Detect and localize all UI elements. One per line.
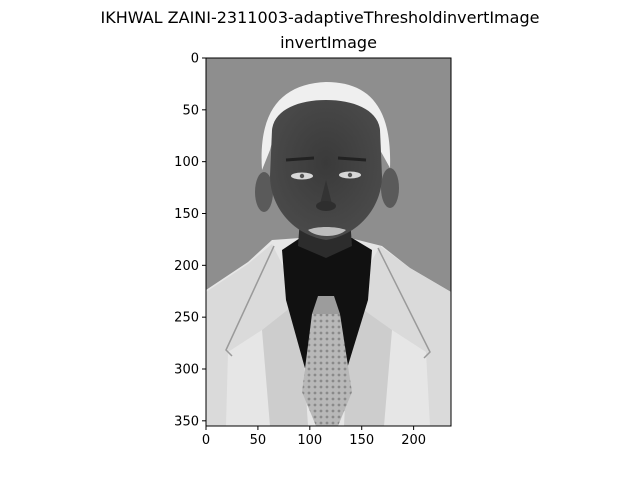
ear-right [381,168,399,208]
y-axis: 0 50 100 150 200 250 300 350 [174,52,206,429]
x-tick-label: 100 [297,433,322,448]
y-tick-label: 150 [174,207,199,222]
x-tick-label: 150 [349,433,374,448]
brow-right [337,156,367,162]
y-tick-label: 350 [174,414,199,429]
x-tick-label: 0 [202,433,210,448]
pupil-left [299,173,305,179]
nose [320,180,332,204]
figure-suptitle: IKHWAL ZAINI-2311003-adaptiveThresholdin… [100,8,540,27]
x-axis: 0 50 100 150 200 [202,426,426,448]
hair [261,82,391,170]
brow-left [285,156,315,162]
y-tick-label: 100 [174,155,199,170]
y-tick-label: 250 [174,311,199,326]
suit-lapel-right [350,246,451,426]
pupil-right [347,172,353,178]
image-area [206,58,451,426]
lapel-line-right [377,247,431,359]
face [270,100,382,240]
x-tick-label: 50 [250,433,267,448]
tie-knot [312,296,340,314]
lapel-line-left [225,245,275,357]
x-tick-label: 200 [401,433,426,448]
suit-lapel-left [206,244,300,426]
y-tick-label: 300 [174,362,199,377]
tie-body [302,314,352,426]
axes-title: invertImage [280,33,377,52]
axes-frame [205,57,452,427]
mouth [308,227,346,236]
y-tick-label: 200 [174,259,199,274]
ear-left [255,172,273,212]
y-tick-label: 50 [182,103,199,118]
y-tick-label: 0 [191,52,199,67]
nose-tip [316,201,336,211]
